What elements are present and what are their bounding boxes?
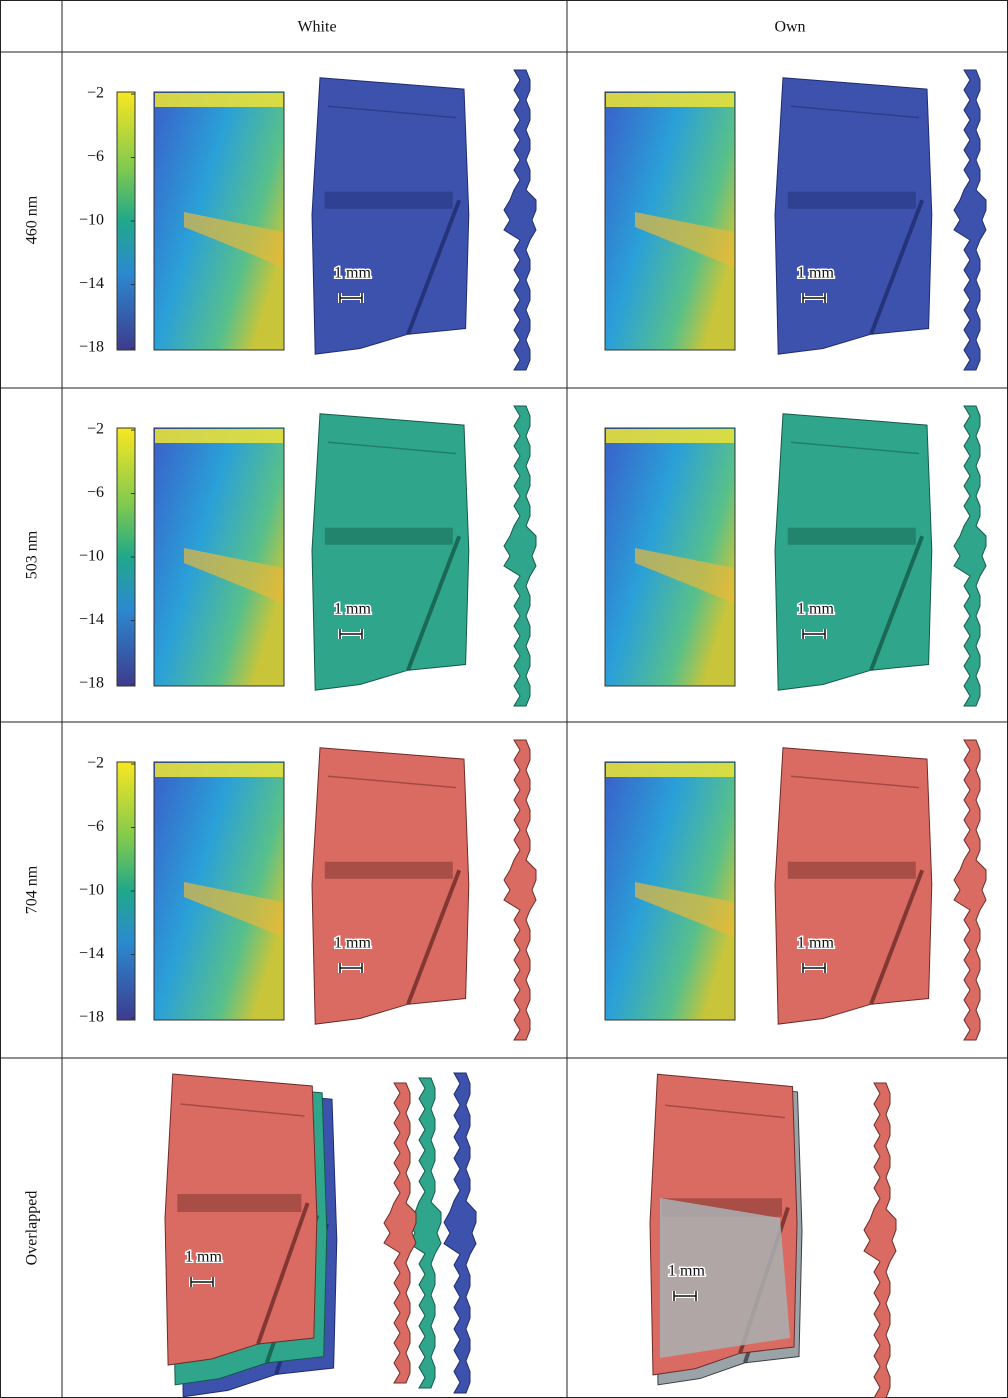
colorbar-tick-label: −10 [79, 548, 104, 565]
colorbar-tick-label: −14 [79, 945, 104, 962]
depth-artifact [606, 429, 734, 443]
colorbar-tick-label: −10 [79, 882, 104, 899]
scale-bar-label: 1 mm [334, 601, 371, 618]
row-label: Overlapped [24, 1191, 41, 1266]
column-header: Own [774, 19, 805, 36]
colorbar-tick-label: −18 [79, 339, 104, 356]
surface-3d [312, 748, 469, 1024]
row-label: 704 nm [24, 865, 41, 914]
side-view [504, 406, 536, 706]
surface-3d [165, 1074, 317, 1365]
side-view [504, 70, 536, 370]
colorbar-tick-label: −6 [87, 818, 104, 835]
colorbar-tick-label: −14 [79, 275, 104, 292]
groove [177, 1194, 301, 1212]
side-view [954, 70, 986, 370]
colorbar-tick-label: −14 [79, 611, 104, 628]
scale-bar-label: 1 mm [797, 935, 834, 952]
surface-3d [312, 414, 469, 690]
colorbar-tick-label: −2 [87, 421, 104, 438]
row-label: 460 nm [24, 195, 41, 244]
row-label: 503 nm [24, 530, 41, 579]
side-view [954, 406, 986, 706]
colorbar-tick-label: −6 [87, 484, 104, 501]
side-view [444, 1073, 476, 1393]
depth-artifact [155, 429, 283, 443]
groove [325, 862, 453, 879]
groove [788, 528, 916, 545]
depth-artifact [155, 93, 283, 107]
side-view [954, 740, 986, 1040]
scale-bar-label: 1 mm [797, 265, 834, 282]
figure-table: White Own 460 nm −2 −6 −10 −14 −18 1 mm 1 mm 503… [0, 0, 1008, 1398]
surface-3d [775, 748, 932, 1024]
colorbar-tick-label: −18 [79, 1009, 104, 1026]
colorbar-tick-label: −2 [87, 755, 104, 772]
groove [325, 528, 453, 545]
colorbar-tick-label: −10 [79, 212, 104, 229]
surface-3d [312, 78, 469, 354]
column-header: White [297, 19, 336, 36]
groove [325, 192, 453, 209]
side-view [384, 1083, 416, 1383]
groove [788, 192, 916, 209]
surface-3d [775, 78, 932, 354]
scale-bar-label: 1 mm [668, 1263, 705, 1280]
colorbar-tick-label: −18 [79, 675, 104, 692]
side-view [504, 740, 536, 1040]
scale-bar-label: 1 mm [797, 601, 834, 618]
depth-artifact [606, 93, 734, 107]
depth-artifact [155, 763, 283, 777]
colorbar-tick-label: −2 [87, 85, 104, 102]
side-view [409, 1078, 441, 1388]
scale-bar-label: 1 mm [334, 265, 371, 282]
groove [788, 862, 916, 879]
colorbar-tick-label: −6 [87, 148, 104, 165]
scale-bar-label: 1 mm [185, 1249, 222, 1266]
side-view [864, 1083, 896, 1398]
scale-bar-label: 1 mm [334, 935, 371, 952]
depth-artifact [606, 763, 734, 777]
surface-3d [775, 414, 932, 690]
